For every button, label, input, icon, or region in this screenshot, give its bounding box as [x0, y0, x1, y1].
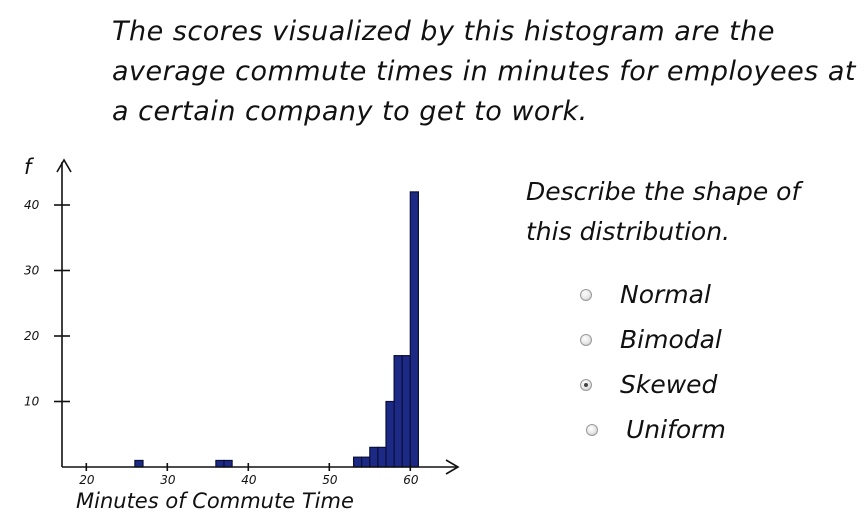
- x-axis-arrow: [445, 459, 460, 475]
- prompt-text: The scores visualized by this histogram …: [112, 12, 856, 132]
- bar-5: [361, 456, 371, 468]
- bar-6: [369, 446, 379, 468]
- x-tick-label-30: 30: [160, 473, 176, 487]
- x-tick-label-50: 50: [322, 473, 338, 487]
- radio-bimodal[interactable]: [580, 333, 592, 346]
- y-axis-label: f: [24, 155, 35, 179]
- y-axis-arrow: [56, 158, 72, 173]
- x-tick-label-40: 40: [241, 473, 257, 487]
- question-text: Describe the shape of this distribution.: [526, 172, 846, 252]
- option-uniform[interactable]: Uniform: [586, 407, 726, 452]
- radio-uniform[interactable]: [586, 423, 598, 436]
- bar-4: [353, 456, 363, 468]
- option-skewed-label: Skewed: [620, 370, 718, 399]
- question-line-1: Describe the shape of: [526, 177, 801, 206]
- option-bimodal[interactable]: Bimodal: [580, 317, 726, 362]
- y-tick-label-40: 40: [24, 198, 40, 212]
- y-tick-label-10: 10: [24, 395, 40, 409]
- option-normal-label: Normal: [620, 280, 711, 309]
- x-tick-label-60: 60: [403, 473, 419, 487]
- bar-2: [215, 459, 225, 468]
- option-bimodal-label: Bimodal: [620, 325, 722, 354]
- question-line-2: this distribution.: [526, 217, 730, 246]
- radio-skewed[interactable]: [580, 378, 592, 391]
- prompt-line-1: The scores visualized by this histogram …: [112, 16, 775, 47]
- x-tick-label-20: 20: [79, 473, 95, 487]
- prompt-line-2: average commute times in minutes for emp…: [112, 56, 856, 87]
- answer-options: Normal Bimodal Skewed Uniform: [580, 272, 726, 452]
- bar-3: [223, 459, 233, 468]
- bar-10: [401, 355, 411, 468]
- option-normal[interactable]: Normal: [580, 272, 726, 317]
- option-skewed[interactable]: Skewed: [580, 362, 726, 407]
- bar-7: [377, 446, 387, 468]
- radio-normal[interactable]: [580, 288, 592, 301]
- bar-8: [385, 400, 395, 468]
- bar-1: [134, 459, 144, 468]
- y-tick-label-20: 20: [24, 329, 40, 343]
- bar-9: [393, 355, 403, 468]
- prompt-line-3: a certain company to get to work.: [112, 96, 588, 127]
- bar-11: [409, 191, 419, 468]
- histogram-chart: 10 20 30 40 20 30 40 50 60 f Minutes of Commute Ti…: [24, 155, 460, 513]
- option-uniform-label: Uniform: [626, 415, 726, 444]
- x-axis-label: Minutes of Commute Time: [76, 489, 354, 513]
- y-tick-label-30: 30: [24, 264, 40, 278]
